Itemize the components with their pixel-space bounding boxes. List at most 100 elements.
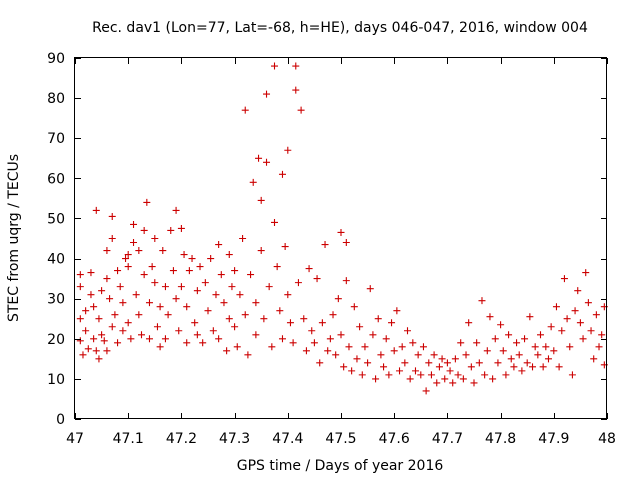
y-tick-label: 40 xyxy=(47,252,65,268)
data-point xyxy=(111,311,119,319)
data-point xyxy=(366,285,374,293)
data-point xyxy=(454,371,462,379)
data-point xyxy=(486,313,494,321)
data-point xyxy=(494,359,502,367)
y-tick-label: 20 xyxy=(47,332,65,348)
data-point xyxy=(140,271,148,279)
data-point xyxy=(473,339,481,347)
data-point xyxy=(151,235,159,242)
data-point xyxy=(342,277,350,285)
y-axis-label: STEC from uqrg / TECUs xyxy=(6,154,22,322)
data-point xyxy=(324,347,332,355)
data-point xyxy=(100,337,108,345)
x-tick-label: 47.7 xyxy=(432,431,463,447)
data-point xyxy=(169,267,177,275)
x-tick-label: 47.6 xyxy=(379,431,410,447)
y-tick-label: 0 xyxy=(56,412,65,428)
data-point xyxy=(193,287,201,295)
data-point xyxy=(430,351,438,359)
data-point xyxy=(79,351,87,359)
data-point xyxy=(427,371,435,379)
data-point xyxy=(292,62,300,70)
data-point xyxy=(87,269,95,277)
data-point xyxy=(164,311,172,319)
data-point xyxy=(292,86,300,94)
data-point xyxy=(183,303,191,311)
data-point xyxy=(411,367,419,375)
data-point xyxy=(406,375,414,383)
data-point xyxy=(337,331,345,339)
data-point xyxy=(337,228,345,236)
data-point xyxy=(465,319,473,327)
data-point xyxy=(172,295,180,303)
data-point xyxy=(204,307,212,315)
data-point xyxy=(114,339,122,347)
data-point xyxy=(76,271,84,279)
data-point xyxy=(130,220,138,228)
data-point xyxy=(281,243,289,251)
data-point xyxy=(215,335,223,343)
data-point xyxy=(497,321,505,329)
data-point xyxy=(345,343,353,351)
data-point xyxy=(305,265,313,273)
data-point xyxy=(225,251,233,259)
data-point xyxy=(443,359,451,367)
data-point xyxy=(523,359,531,367)
data-point xyxy=(422,387,430,395)
data-point xyxy=(550,347,558,355)
data-point xyxy=(153,323,161,331)
data-point xyxy=(364,359,372,367)
data-point xyxy=(108,212,116,220)
data-point xyxy=(595,343,603,351)
data-point xyxy=(263,158,271,166)
x-tick-label: 48 xyxy=(598,431,616,447)
data-point xyxy=(390,347,398,355)
data-point xyxy=(156,343,164,351)
data-point xyxy=(518,367,526,375)
chart-title: Rec. dav1 (Lon=77, Lat=-68, h=HE), days … xyxy=(92,20,588,36)
data-point xyxy=(145,335,153,343)
data-point xyxy=(361,343,369,351)
data-point xyxy=(233,343,241,351)
data-point xyxy=(566,343,574,351)
data-point xyxy=(76,315,84,323)
data-point xyxy=(271,218,278,226)
x-tick-label: 47.2 xyxy=(166,431,197,447)
data-point xyxy=(257,196,265,204)
data-point xyxy=(247,271,255,279)
data-point xyxy=(539,363,547,371)
data-point xyxy=(119,299,127,307)
x-tick-label: 47.5 xyxy=(325,431,356,447)
data-point xyxy=(297,106,305,114)
data-point xyxy=(478,297,486,305)
data-point xyxy=(284,146,292,154)
data-point xyxy=(161,283,169,291)
data-point xyxy=(130,239,138,247)
y-tick-label: 80 xyxy=(47,91,65,107)
data-point xyxy=(98,331,106,339)
data-point xyxy=(90,303,98,311)
data-point xyxy=(212,291,220,299)
x-tick-label: 47.3 xyxy=(219,431,250,447)
data-point xyxy=(547,323,555,331)
data-point xyxy=(159,247,167,255)
data-point xyxy=(558,327,566,335)
data-point xyxy=(87,291,95,299)
data-point xyxy=(265,283,273,291)
data-point xyxy=(286,319,294,327)
data-point xyxy=(207,255,215,263)
data-point xyxy=(521,335,529,343)
data-point xyxy=(377,351,385,359)
data-point xyxy=(451,355,459,363)
data-point xyxy=(507,355,515,363)
data-point xyxy=(571,307,579,315)
data-point xyxy=(188,255,196,263)
plot-frame xyxy=(74,57,607,419)
data-point xyxy=(236,291,244,299)
data-point xyxy=(278,170,286,178)
x-tick-label: 47.1 xyxy=(113,431,144,447)
data-point xyxy=(417,371,425,379)
data-point xyxy=(491,335,499,343)
data-point xyxy=(316,359,324,367)
